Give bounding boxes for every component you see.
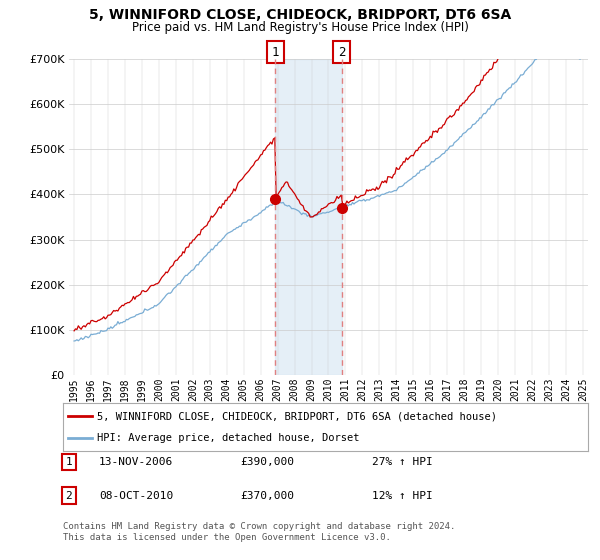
Bar xyxy=(275,59,341,375)
Text: £390,000: £390,000 xyxy=(240,457,294,467)
Text: HPI: Average price, detached house, Dorset: HPI: Average price, detached house, Dors… xyxy=(97,433,359,443)
Text: Contains HM Land Registry data © Crown copyright and database right 2024.: Contains HM Land Registry data © Crown c… xyxy=(63,522,455,531)
Text: 08-OCT-2010: 08-OCT-2010 xyxy=(99,491,173,501)
Text: 2: 2 xyxy=(65,491,73,501)
Text: Price paid vs. HM Land Registry's House Price Index (HPI): Price paid vs. HM Land Registry's House … xyxy=(131,21,469,34)
Text: 27% ↑ HPI: 27% ↑ HPI xyxy=(372,457,433,467)
Text: 1: 1 xyxy=(65,457,73,467)
Text: 12% ↑ HPI: 12% ↑ HPI xyxy=(372,491,433,501)
Text: This data is licensed under the Open Government Licence v3.0.: This data is licensed under the Open Gov… xyxy=(63,533,391,542)
Text: £370,000: £370,000 xyxy=(240,491,294,501)
Text: 1: 1 xyxy=(272,46,279,59)
Text: 13-NOV-2006: 13-NOV-2006 xyxy=(99,457,173,467)
Text: 5, WINNIFORD CLOSE, CHIDEOCK, BRIDPORT, DT6 6SA: 5, WINNIFORD CLOSE, CHIDEOCK, BRIDPORT, … xyxy=(89,8,511,22)
Text: 5, WINNIFORD CLOSE, CHIDEOCK, BRIDPORT, DT6 6SA (detached house): 5, WINNIFORD CLOSE, CHIDEOCK, BRIDPORT, … xyxy=(97,411,497,421)
Text: 2: 2 xyxy=(338,46,346,59)
